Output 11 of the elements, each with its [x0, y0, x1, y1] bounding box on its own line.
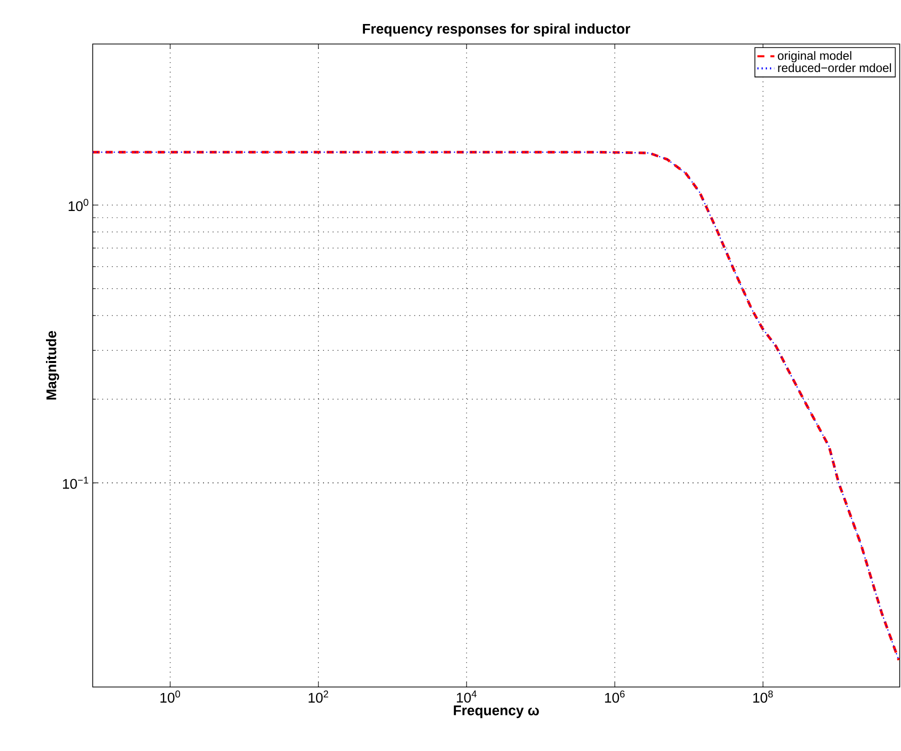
x-tick-label: 10$^{2}$ [308, 690, 328, 703]
legend-label: original model [778, 51, 852, 62]
x-tick-label: 10$^{8}$ [753, 690, 773, 703]
chart-title: Frequency responses for spiral inductor [362, 23, 630, 36]
x-axis-title: Frequency ω [454, 706, 539, 718]
y-axis-title: Magnitude [46, 330, 60, 400]
x-tick-label: 10$^{6}$ [605, 690, 625, 703]
x-tick-label: 10$^{4}$ [456, 690, 477, 703]
legend-label: reduced−order mdoel [778, 63, 891, 72]
x-tick-label: 10$^{0}$ [160, 690, 180, 703]
y-tick-label: 10$^{−1}$ [63, 476, 88, 489]
